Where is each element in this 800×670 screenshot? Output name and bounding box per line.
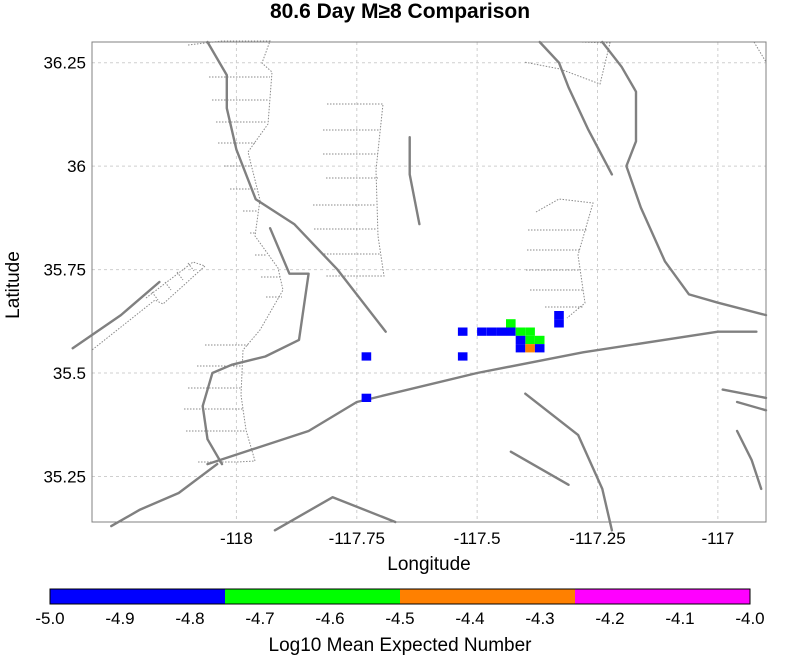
colorbar-segment xyxy=(400,589,575,604)
heatmap-cell xyxy=(525,328,535,336)
colorbar-segment xyxy=(225,589,400,604)
heatmap-cell xyxy=(506,319,516,327)
y-axis-ticks: 35.25 35.5 35.75 36 36.25 xyxy=(43,54,86,487)
colorbar-tick-label: -4.8 xyxy=(175,609,204,628)
x-tick-label: -118 xyxy=(220,529,253,548)
heatmap-cell xyxy=(477,328,487,336)
heatmap-cell xyxy=(458,328,468,336)
colorbar-tick-label: -4.5 xyxy=(385,609,414,628)
heatmap-cell xyxy=(506,328,516,336)
heatmap-cell xyxy=(458,352,468,360)
heatmap-cell xyxy=(362,352,372,360)
y-tick-label: 35.25 xyxy=(43,467,86,486)
colorbar-segment xyxy=(575,589,750,604)
heatmap-cell xyxy=(496,328,506,336)
y-tick-label: 35.5 xyxy=(53,364,86,383)
heatmap-cell xyxy=(554,311,564,319)
plot-area xyxy=(73,41,766,530)
y-axis-label: Latitude xyxy=(3,251,24,319)
y-tick-label: 36.25 xyxy=(43,54,86,73)
heatmap-cell xyxy=(516,344,526,352)
colorbar-tick-label: -4.1 xyxy=(665,609,694,628)
heatmap-cell xyxy=(554,319,564,327)
heatmap-cell xyxy=(535,336,545,344)
x-axis-label: Longitude xyxy=(387,554,470,575)
colorbar-tick-label: -4.4 xyxy=(455,609,484,628)
colorbar-tick-label: -4.2 xyxy=(595,609,624,628)
colorbar-label: Log10 Mean Expected Number xyxy=(269,635,533,656)
heatmap-cell xyxy=(362,394,372,402)
heatmap-cell xyxy=(525,344,535,352)
plot-background xyxy=(92,42,766,522)
colorbar-tick-label: -4.6 xyxy=(315,609,344,628)
chart-title: 80.6 Day M≥8 Comparison xyxy=(270,0,530,23)
x-tick-label: -117.5 xyxy=(454,529,501,548)
colorbar-segment xyxy=(50,589,225,604)
colorbar-tick-label: -5.0 xyxy=(35,609,64,628)
heatmap-cell xyxy=(525,336,535,344)
heatmap-cell xyxy=(535,344,545,352)
colorbar-tick-label: -4.9 xyxy=(105,609,134,628)
colorbar-tick-label: -4.7 xyxy=(245,609,274,628)
x-tick-label: -117.25 xyxy=(569,529,625,548)
heatmap-cell xyxy=(516,336,526,344)
y-tick-label: 35.75 xyxy=(43,261,86,280)
heatmap-cell xyxy=(516,328,526,336)
heatmap-cell xyxy=(487,328,497,336)
x-axis-ticks: -118 -117.75 -117.5 -117.25 -117 xyxy=(220,529,734,548)
y-tick-label: 36 xyxy=(67,157,86,176)
colorbar-tick-label: -4.0 xyxy=(735,609,764,628)
colorbar-tick-label: -4.3 xyxy=(525,609,554,628)
colorbar: -5.0 -4.9 -4.8 -4.7 -4.6 -4.5 -4.4 -4.3 -4.2 -4.1… xyxy=(35,589,764,628)
x-tick-label: -117.75 xyxy=(329,529,385,548)
x-tick-label: -117 xyxy=(701,529,734,548)
